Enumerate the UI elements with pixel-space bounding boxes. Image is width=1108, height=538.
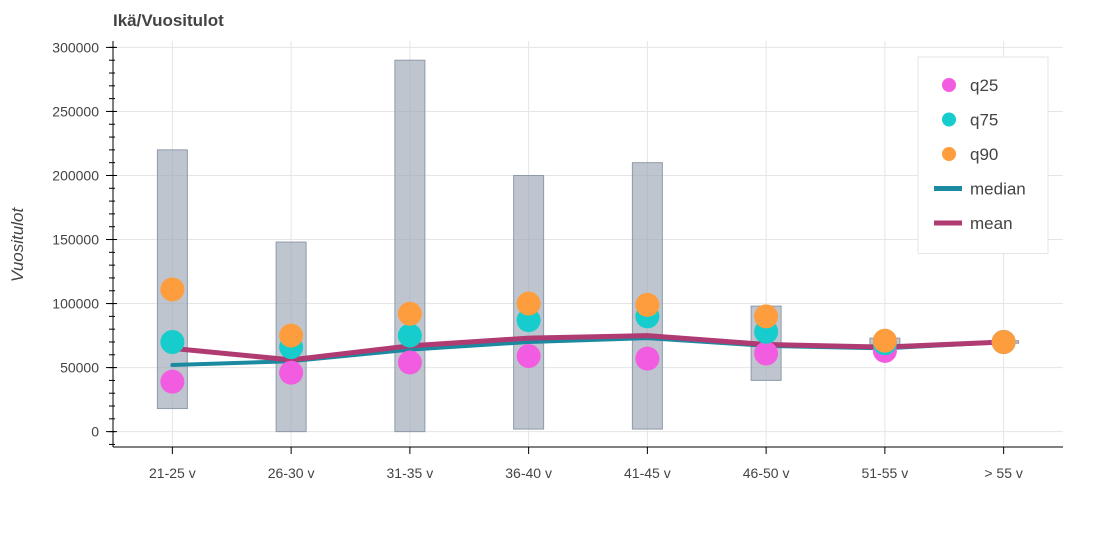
point-q25 [397,350,422,375]
axes: 0 50000 100000 150000 200000 250000 300000 21-2… [52,39,1063,481]
point-q90 [635,292,660,317]
point-q90 [160,277,185,302]
series-points [160,277,1016,394]
point-q90 [991,329,1016,354]
legend-label-mean: mean [970,214,1013,233]
point-q75 [397,323,422,348]
y-tick-label: 200000 [52,167,99,183]
y-tick-label: 50000 [60,360,99,376]
y-tick-label: 0 [91,424,99,440]
point-q25 [160,369,185,394]
series-line-mean [169,333,1007,363]
x-tick-label: 31-35 v [387,465,434,481]
y-tick-label: 100000 [52,296,99,312]
point-q25 [635,346,660,371]
y-tick-label: 300000 [52,39,99,55]
x-tick-label: 36-40 v [505,465,552,481]
x-tick-label: 51-55 v [862,465,909,481]
x-tick-label: 41-45 v [624,465,671,481]
point-q90 [872,328,897,353]
x-tick-label: 46-50 v [743,465,790,481]
chart-title: Ikä/Vuositulot [113,11,224,30]
point-q25 [279,360,304,385]
point-q90 [397,301,422,326]
legend-marker-q25 [942,78,956,92]
x-tick-label: > 55 v [984,465,1023,481]
point-q90 [754,304,779,329]
y-tick-label: 150000 [52,232,99,248]
point-q25 [754,341,779,366]
point-q90 [516,291,541,316]
point-q75 [516,308,541,333]
y-tick-label: 250000 [52,103,99,119]
legend-marker-q90 [942,147,956,161]
legend-label-median: median [970,180,1026,199]
legend-label-q75: q75 [970,111,998,130]
legend: q25 q75 q90 median mean [917,56,1049,254]
point-q25 [516,344,541,369]
range-bar [394,59,426,433]
x-tick-label: 21-25 v [149,465,196,481]
x-tick-label: 26-30 v [268,465,315,481]
point-q75 [160,329,185,354]
series-lines [169,333,1007,368]
point-q90 [279,323,304,348]
legend-label-q25: q25 [970,76,998,95]
legend-marker-q75 [942,112,956,127]
legend-label-q90: q90 [970,145,998,164]
